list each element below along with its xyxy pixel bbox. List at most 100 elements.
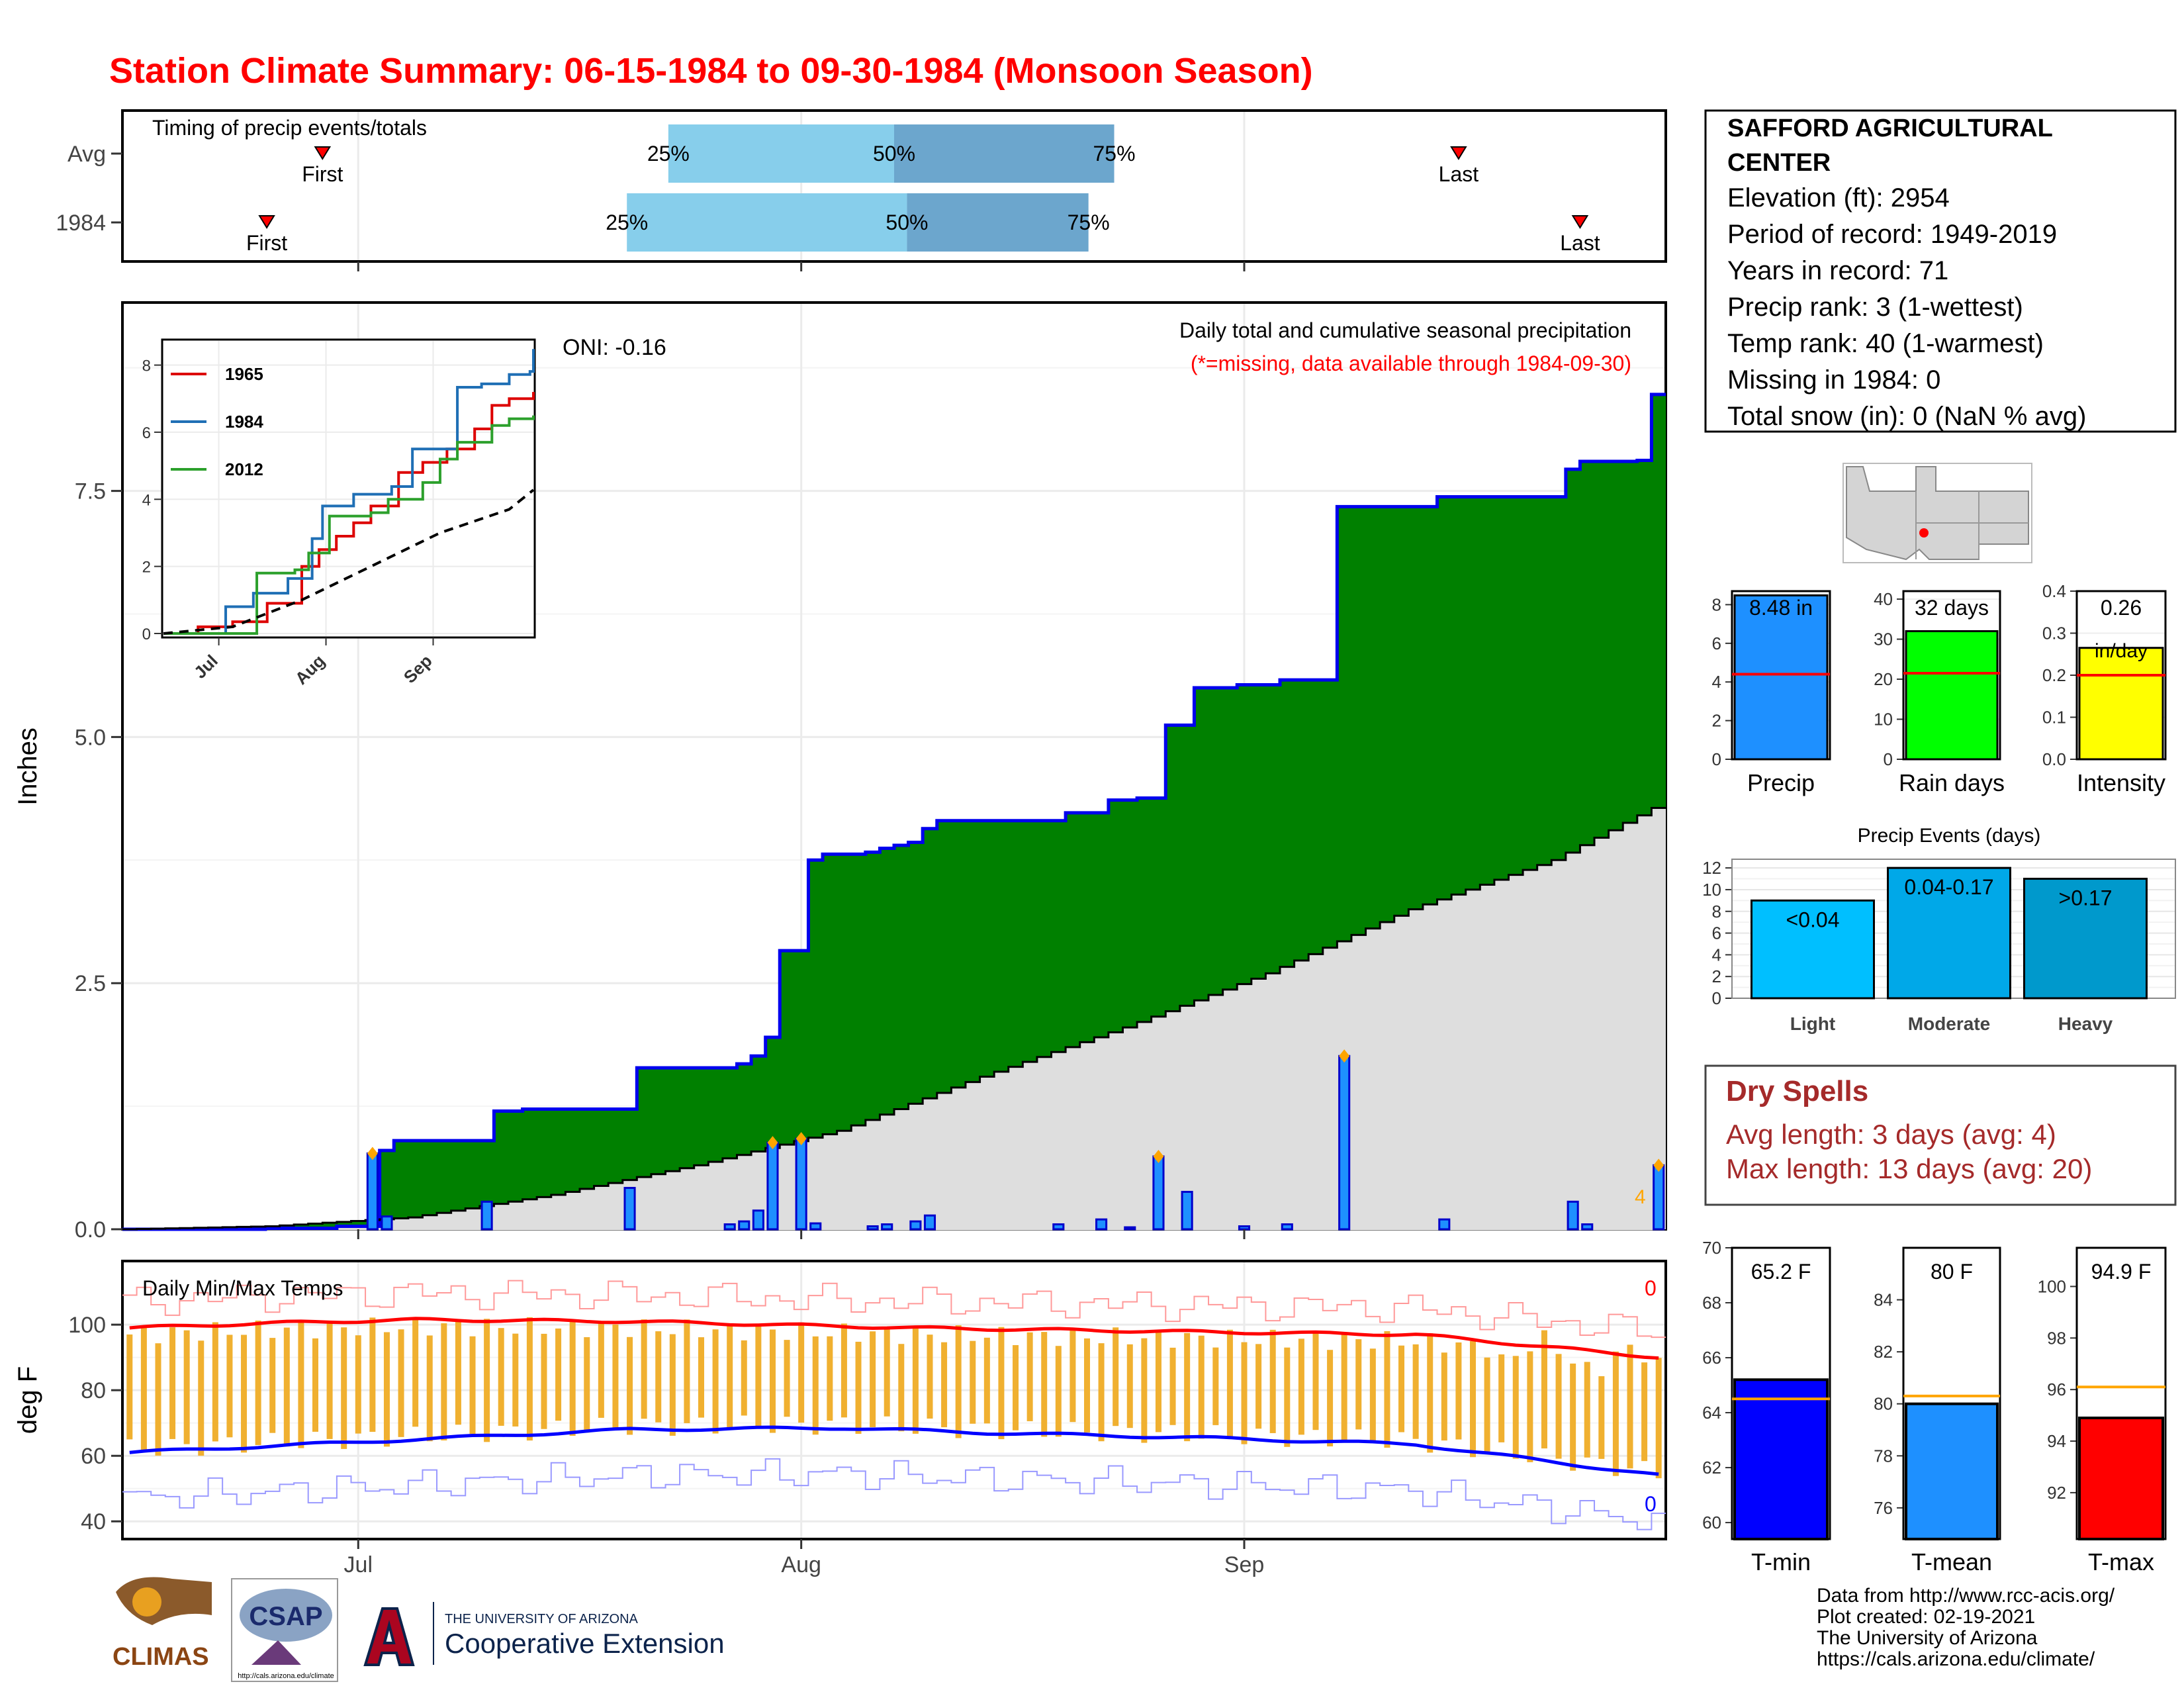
events-bar	[1887, 867, 2011, 1000]
daily-temp-range-bar	[1570, 1363, 1576, 1471]
footer-credits: Data from http://www.rcc-acis.org/Plot c…	[1817, 1585, 2115, 1670]
events-tick-label: 4	[1712, 945, 1721, 964]
daily-temp-range-bar	[1013, 1345, 1019, 1430]
daily-precip-bar	[723, 1223, 736, 1231]
dry-spells-frame	[1704, 1064, 2177, 1206]
dry-spells-title: Dry Spells	[1726, 1075, 1868, 1107]
daily-precip-bars	[366, 1049, 1665, 1231]
temp-summary-bar	[1733, 1378, 1829, 1541]
temp-summary-label: T-min	[1751, 1548, 1811, 1575]
temp-summary-tick-label: 80	[1874, 1394, 1893, 1414]
station-detail-line: Years in record: 71	[1727, 256, 1948, 285]
dry-spells-max: Max length: 13 days (avg: 20)	[1726, 1153, 2092, 1184]
daily-max-marker	[767, 1136, 778, 1150]
daily-temp-range-bar	[769, 1329, 776, 1433]
daily-temp-range-bar	[1113, 1327, 1119, 1427]
csap-url: http://cals.arizona.edu/climate	[238, 1672, 334, 1680]
first-label: First	[302, 162, 343, 186]
summary-value-bar	[1905, 630, 1999, 761]
daily-temp-range-bar	[1269, 1329, 1276, 1433]
daily-temp-range-bar	[970, 1340, 976, 1424]
daily-temp-range-bar	[484, 1319, 490, 1442]
map-state-borders	[1915, 491, 2028, 559]
daily-temp-range-bar	[412, 1317, 419, 1427]
daily-temp-range-bar	[1369, 1348, 1376, 1444]
daily-precip-bar	[766, 1141, 779, 1231]
temp-y-tick-label: 100	[68, 1313, 106, 1338]
summary-bars: 0 2 4 6 8 8.48 in Precip 0 10 20 30 40 32 days Rain d…	[1712, 581, 2167, 796]
daily-temp-range-bar	[1055, 1346, 1062, 1437]
ua-a-mark	[363, 1607, 415, 1666]
timing-row-label: 1984	[56, 211, 106, 236]
temp-panel-label: Daily Min/Max Temps	[142, 1276, 343, 1300]
daily-temp-range-bar	[1555, 1354, 1562, 1459]
timing-pct-75: 75%	[1093, 142, 1136, 165]
daily-temp-range-bar	[526, 1317, 533, 1441]
climas-logo-mark	[116, 1577, 212, 1625]
daily-temp-range-bar	[784, 1340, 790, 1417]
inset-series-2012	[163, 415, 535, 635]
temp-summary-label: T-max	[2088, 1548, 2154, 1575]
daily-temp-range-bar	[1184, 1333, 1191, 1442]
daily-temp-range-bar	[383, 1332, 390, 1447]
daily-temp-range-bar	[326, 1321, 333, 1439]
summary-value-bar	[2078, 647, 2164, 761]
daily-temp-range-bar	[498, 1328, 504, 1426]
daily-temp-range-bar	[369, 1317, 376, 1432]
ua-line2: Cooperative Extension	[445, 1628, 725, 1659]
temperature-summary-bars: 60 62 64 66 68 70 65.2 F T-min 76 78 80 82 84 80 F T-m…	[1702, 1238, 2167, 1575]
daily-temp-range-bar	[555, 1328, 562, 1421]
daily-temp-range-bar	[1284, 1347, 1291, 1447]
cumulative-precip-area	[122, 394, 1666, 1229]
inset-legend-label: 1965	[225, 364, 263, 384]
daily-temp-range-bar	[1612, 1351, 1619, 1476]
summary-bar-intensity: 0.0 0.1 0.2 0.3 0.4 0.26 in/day Intensity	[2042, 581, 2167, 796]
inset-normal-series	[163, 489, 535, 635]
normal-precip-line	[122, 806, 1666, 1231]
daily-max-marker	[796, 1132, 807, 1146]
station-location-marker	[1919, 528, 1929, 538]
events-bar-label: 0.04-0.17	[1904, 875, 1993, 899]
summary-tick-label: 0.3	[2042, 624, 2066, 643]
daily-temp-range-bar	[1598, 1376, 1605, 1459]
daily-temp-range-bar	[1141, 1338, 1148, 1443]
daily-max-marker	[1339, 1049, 1350, 1063]
temp-summary-value: 80 F	[1931, 1260, 1973, 1284]
temp-y-tick-label: 60	[81, 1444, 106, 1469]
events-bar-label: >0.17	[2059, 886, 2113, 910]
daily-temp-range-bar	[812, 1336, 819, 1435]
station-detail-line: Elevation (ft): 2954	[1727, 183, 1950, 212]
precip-note-line2: (*=missing, data available through 1984-…	[1191, 352, 1631, 375]
station-name-line2: CENTER	[1727, 149, 1831, 177]
daily-temp-range-bar	[827, 1336, 833, 1421]
daily-precip-bar	[1095, 1218, 1108, 1231]
daily-temp-range-bar	[183, 1330, 190, 1444]
daily-temp-range-bar	[269, 1338, 276, 1433]
daily-precip-bar	[1052, 1223, 1065, 1231]
daily-precip-bar	[1281, 1223, 1293, 1231]
summary-value-label: 32 days	[1915, 596, 1989, 620]
month-x-axis: Jul Aug Sep	[344, 1229, 1264, 1577]
climas-logo-text: CLIMAS	[113, 1643, 209, 1671]
daily-temp-range-bar	[1312, 1333, 1319, 1430]
inset-y-label: 4	[142, 491, 151, 509]
daily-temp-range-bar	[198, 1340, 205, 1456]
temp-summary-tick-label: 70	[1702, 1238, 1721, 1258]
summary-tick-label: 40	[1874, 589, 1893, 609]
precip-y-axis: 0.0 2.5 5.0 7.5	[75, 479, 122, 1243]
station-detail-line: Temp rank: 40 (1-warmest)	[1727, 329, 2044, 358]
daily-precip-bar	[1567, 1200, 1579, 1231]
precip-y-tick-label: 7.5	[75, 479, 106, 504]
daily-temp-range-bar	[1512, 1356, 1519, 1459]
precip-note-line1: Daily total and cumulative seasonal prec…	[1179, 318, 1631, 342]
daily-temp-range-bar	[1355, 1339, 1362, 1430]
events-bar-label: <0.04	[1786, 908, 1840, 931]
dry-spells-box: Dry Spells Avg length: 3 days (avg: 4) M…	[1704, 1064, 2177, 1206]
csap-mountain	[251, 1640, 301, 1665]
temp-summary-tick-label: 68	[1702, 1293, 1721, 1313]
inset-y-label: 8	[142, 357, 151, 375]
daily-precip-bar	[752, 1209, 764, 1231]
inset-series-1984	[163, 349, 535, 635]
timing-pct-25: 25%	[606, 211, 648, 234]
